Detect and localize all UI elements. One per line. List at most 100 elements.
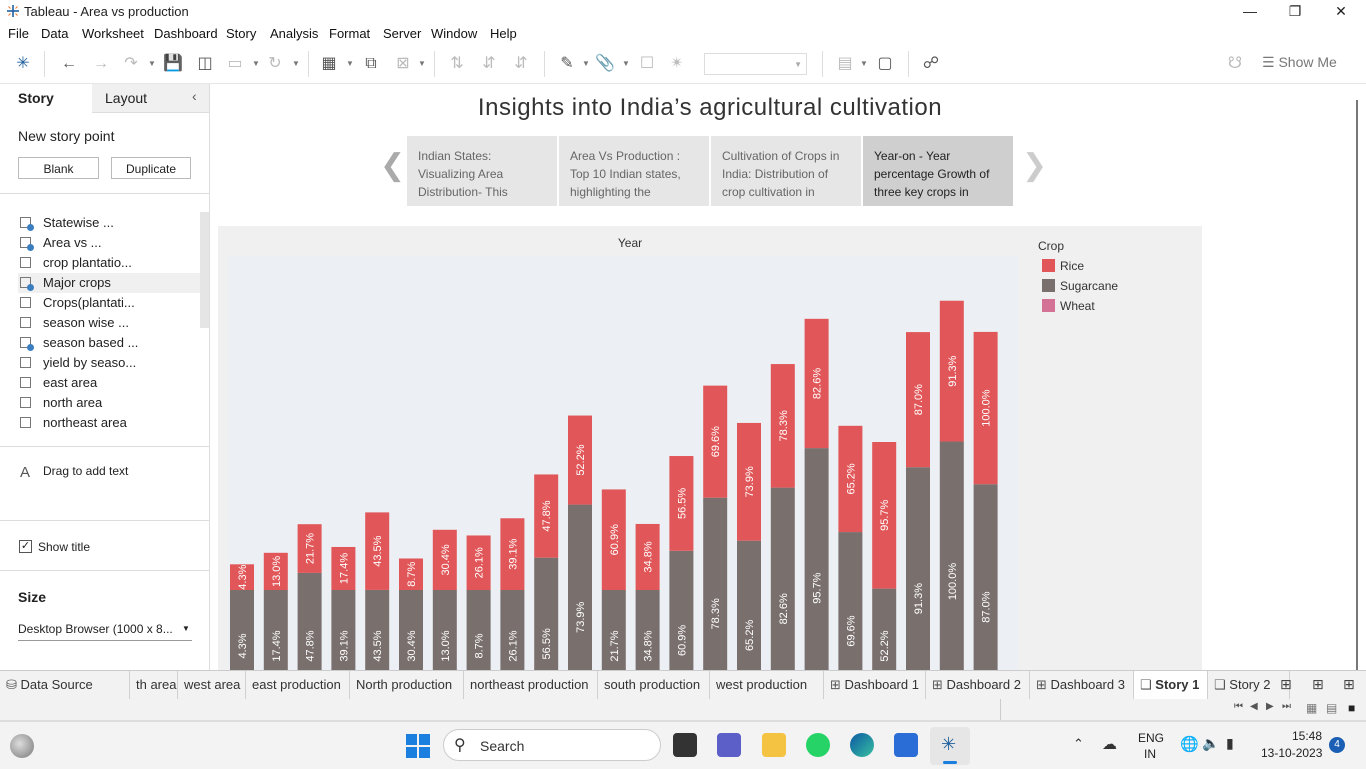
new-datasource-icon[interactable]: ◫: [197, 55, 213, 72]
first-sheet-icon[interactable]: ⏮: [1234, 701, 1243, 712]
sugarcane-bar[interactable]: [872, 588, 897, 670]
edge-icon[interactable]: [850, 733, 874, 757]
battery-icon[interactable]: ▮: [1226, 735, 1234, 751]
story-point-card[interactable]: Area Vs Production : Top 10 Indian state…: [559, 136, 709, 206]
rice-bar[interactable]: [399, 558, 423, 590]
restore-button[interactable]: ❐: [1288, 3, 1302, 19]
sugarcane-bar[interactable]: [466, 590, 491, 670]
sugarcane-bar[interactable]: [906, 467, 930, 670]
rice-bar[interactable]: [263, 552, 288, 590]
menu-file[interactable]: File: [8, 26, 29, 41]
story-sheet-item[interactable]: Statewise ...: [18, 213, 203, 233]
labels-icon[interactable]: ☐: [639, 55, 655, 72]
sugarcane-bar[interactable]: [399, 590, 423, 670]
sugarcane-bar[interactable]: [973, 484, 998, 670]
network-status-icon[interactable]: ☁: [1102, 736, 1117, 753]
show-title-checkbox[interactable]: ✓: [19, 540, 32, 553]
show-me-button[interactable]: ☰ Show Me: [1262, 54, 1337, 71]
size-dropdown[interactable]: Desktop Browser (1000 x 8... ▼: [18, 618, 192, 641]
sheet-tab[interactable]: ❑ Story 1: [1134, 671, 1208, 699]
refresh-icon[interactable]: ↻: [268, 55, 282, 72]
sheet-tab[interactable]: east production: [246, 671, 350, 699]
sugarcane-bar[interactable]: [432, 590, 457, 670]
sort-ascending-icon[interactable]: ⇵: [482, 55, 496, 72]
highlight-icon[interactable]: ✎: [560, 55, 574, 72]
replay-icon[interactable]: ↷: [124, 55, 138, 72]
new-story-tab-icon[interactable]: ⊞: [1343, 676, 1355, 692]
whatsapp-icon[interactable]: [806, 733, 830, 757]
previous-story-point-icon[interactable]: ❮: [380, 149, 406, 182]
undo-icon[interactable]: ←: [61, 55, 77, 72]
sheet-tab[interactable]: ⛁ Data Source: [0, 671, 130, 699]
new-sheet-dropdown-icon[interactable]: ▼: [346, 59, 354, 68]
tableau-taskbar-button[interactable]: ✳: [930, 727, 970, 765]
task-view-icon[interactable]: [673, 733, 697, 757]
story-sheet-item[interactable]: Major crops: [18, 273, 203, 293]
story-sheet-item[interactable]: Crops(plantati...: [18, 293, 203, 313]
presentation-mode-icon[interactable]: ▢: [877, 55, 893, 72]
taskbar-search-box[interactable]: ⚲ Search: [443, 729, 661, 761]
group-dropdown-icon[interactable]: ▼: [622, 59, 630, 68]
cards-dropdown-icon[interactable]: ▼: [860, 59, 868, 68]
duplicate-sheet-icon[interactable]: ⧉: [365, 55, 377, 72]
blank-button[interactable]: Blank: [18, 157, 99, 179]
refresh-dropdown-icon[interactable]: ▼: [292, 59, 300, 68]
menu-server[interactable]: Server: [383, 26, 422, 41]
rice-bar[interactable]: [973, 331, 998, 485]
sheet-tab[interactable]: ⊞ Dashboard 2: [926, 671, 1030, 699]
rice-bar[interactable]: [601, 489, 626, 590]
file-explorer-icon[interactable]: [762, 733, 786, 757]
globe-icon[interactable]: 🌐: [1180, 736, 1199, 753]
story-point-card[interactable]: Year-on - Year percentage Growth of thre…: [863, 136, 1013, 206]
sort-descending-icon[interactable]: ⇵: [514, 55, 528, 72]
collapse-panel-icon[interactable]: ‹: [192, 88, 197, 104]
sheet-tab[interactable]: ⊞ Dashboard 1: [824, 671, 926, 699]
minimize-button[interactable]: —: [1243, 3, 1257, 19]
menu-dashboard[interactable]: Dashboard: [154, 26, 218, 41]
sugarcane-bar[interactable]: [804, 448, 829, 670]
swap-icon[interactable]: ⇅: [450, 55, 464, 72]
rice-bar[interactable]: [737, 422, 761, 541]
tabs-view-icon[interactable]: ■: [1348, 701, 1356, 715]
rice-bar[interactable]: [331, 546, 356, 590]
rice-bar[interactable]: [838, 425, 863, 533]
sheet-tab[interactable]: south production: [598, 671, 710, 699]
rice-bar[interactable]: [906, 332, 930, 468]
next-sheet-icon[interactable]: ▶: [1266, 701, 1274, 712]
save-icon[interactable]: 💾: [163, 55, 183, 72]
story-point-card[interactable]: Indian States: Visualizing Area Distribu…: [407, 136, 557, 206]
menu-help[interactable]: Help: [490, 26, 517, 41]
legend-swatch[interactable]: [1042, 259, 1055, 272]
rice-bar[interactable]: [770, 364, 795, 488]
sheet-tab[interactable]: northeast production: [464, 671, 598, 699]
vertical-scrollbar[interactable]: [1356, 100, 1358, 670]
tab-story[interactable]: Story: [0, 84, 92, 112]
widgets-icon[interactable]: [10, 734, 34, 758]
duplicate-button[interactable]: Duplicate: [111, 157, 191, 179]
store-icon[interactable]: [894, 733, 918, 757]
sheet-tab[interactable]: th area: [130, 671, 178, 699]
rice-bar[interactable]: [804, 318, 829, 449]
fit-dropdown[interactable]: ▼: [704, 53, 807, 75]
volume-icon[interactable]: 🔈: [1202, 735, 1220, 751]
highlight-dropdown-icon[interactable]: ▼: [582, 59, 590, 68]
format-painter-icon[interactable]: ☋: [1227, 55, 1243, 72]
new-worksheet-icon[interactable]: ▦: [321, 55, 337, 72]
language-bottom[interactable]: IN: [1144, 747, 1156, 761]
sugarcane-bar[interactable]: [297, 572, 322, 670]
sugarcane-bar[interactable]: [770, 487, 795, 670]
rice-bar[interactable]: [500, 518, 525, 590]
windows-start-icon[interactable]: [406, 734, 430, 758]
tab-layout[interactable]: Layout ‹: [92, 84, 209, 113]
sugarcane-bar[interactable]: [635, 590, 660, 670]
sugarcane-bar[interactable]: [534, 557, 559, 670]
sheet-tab[interactable]: ⊞ Dashboard 3: [1030, 671, 1134, 699]
text-object-icon[interactable]: A: [20, 464, 31, 481]
menu-format[interactable]: Format: [329, 26, 371, 41]
rice-bar[interactable]: [432, 529, 457, 590]
menu-data[interactable]: Data: [41, 26, 69, 41]
clear-sheet-icon[interactable]: ⊠: [396, 55, 410, 72]
sugarcane-bar[interactable]: [939, 441, 964, 670]
sugarcane-bar[interactable]: [500, 590, 525, 670]
share-icon[interactable]: ☍: [922, 55, 940, 72]
